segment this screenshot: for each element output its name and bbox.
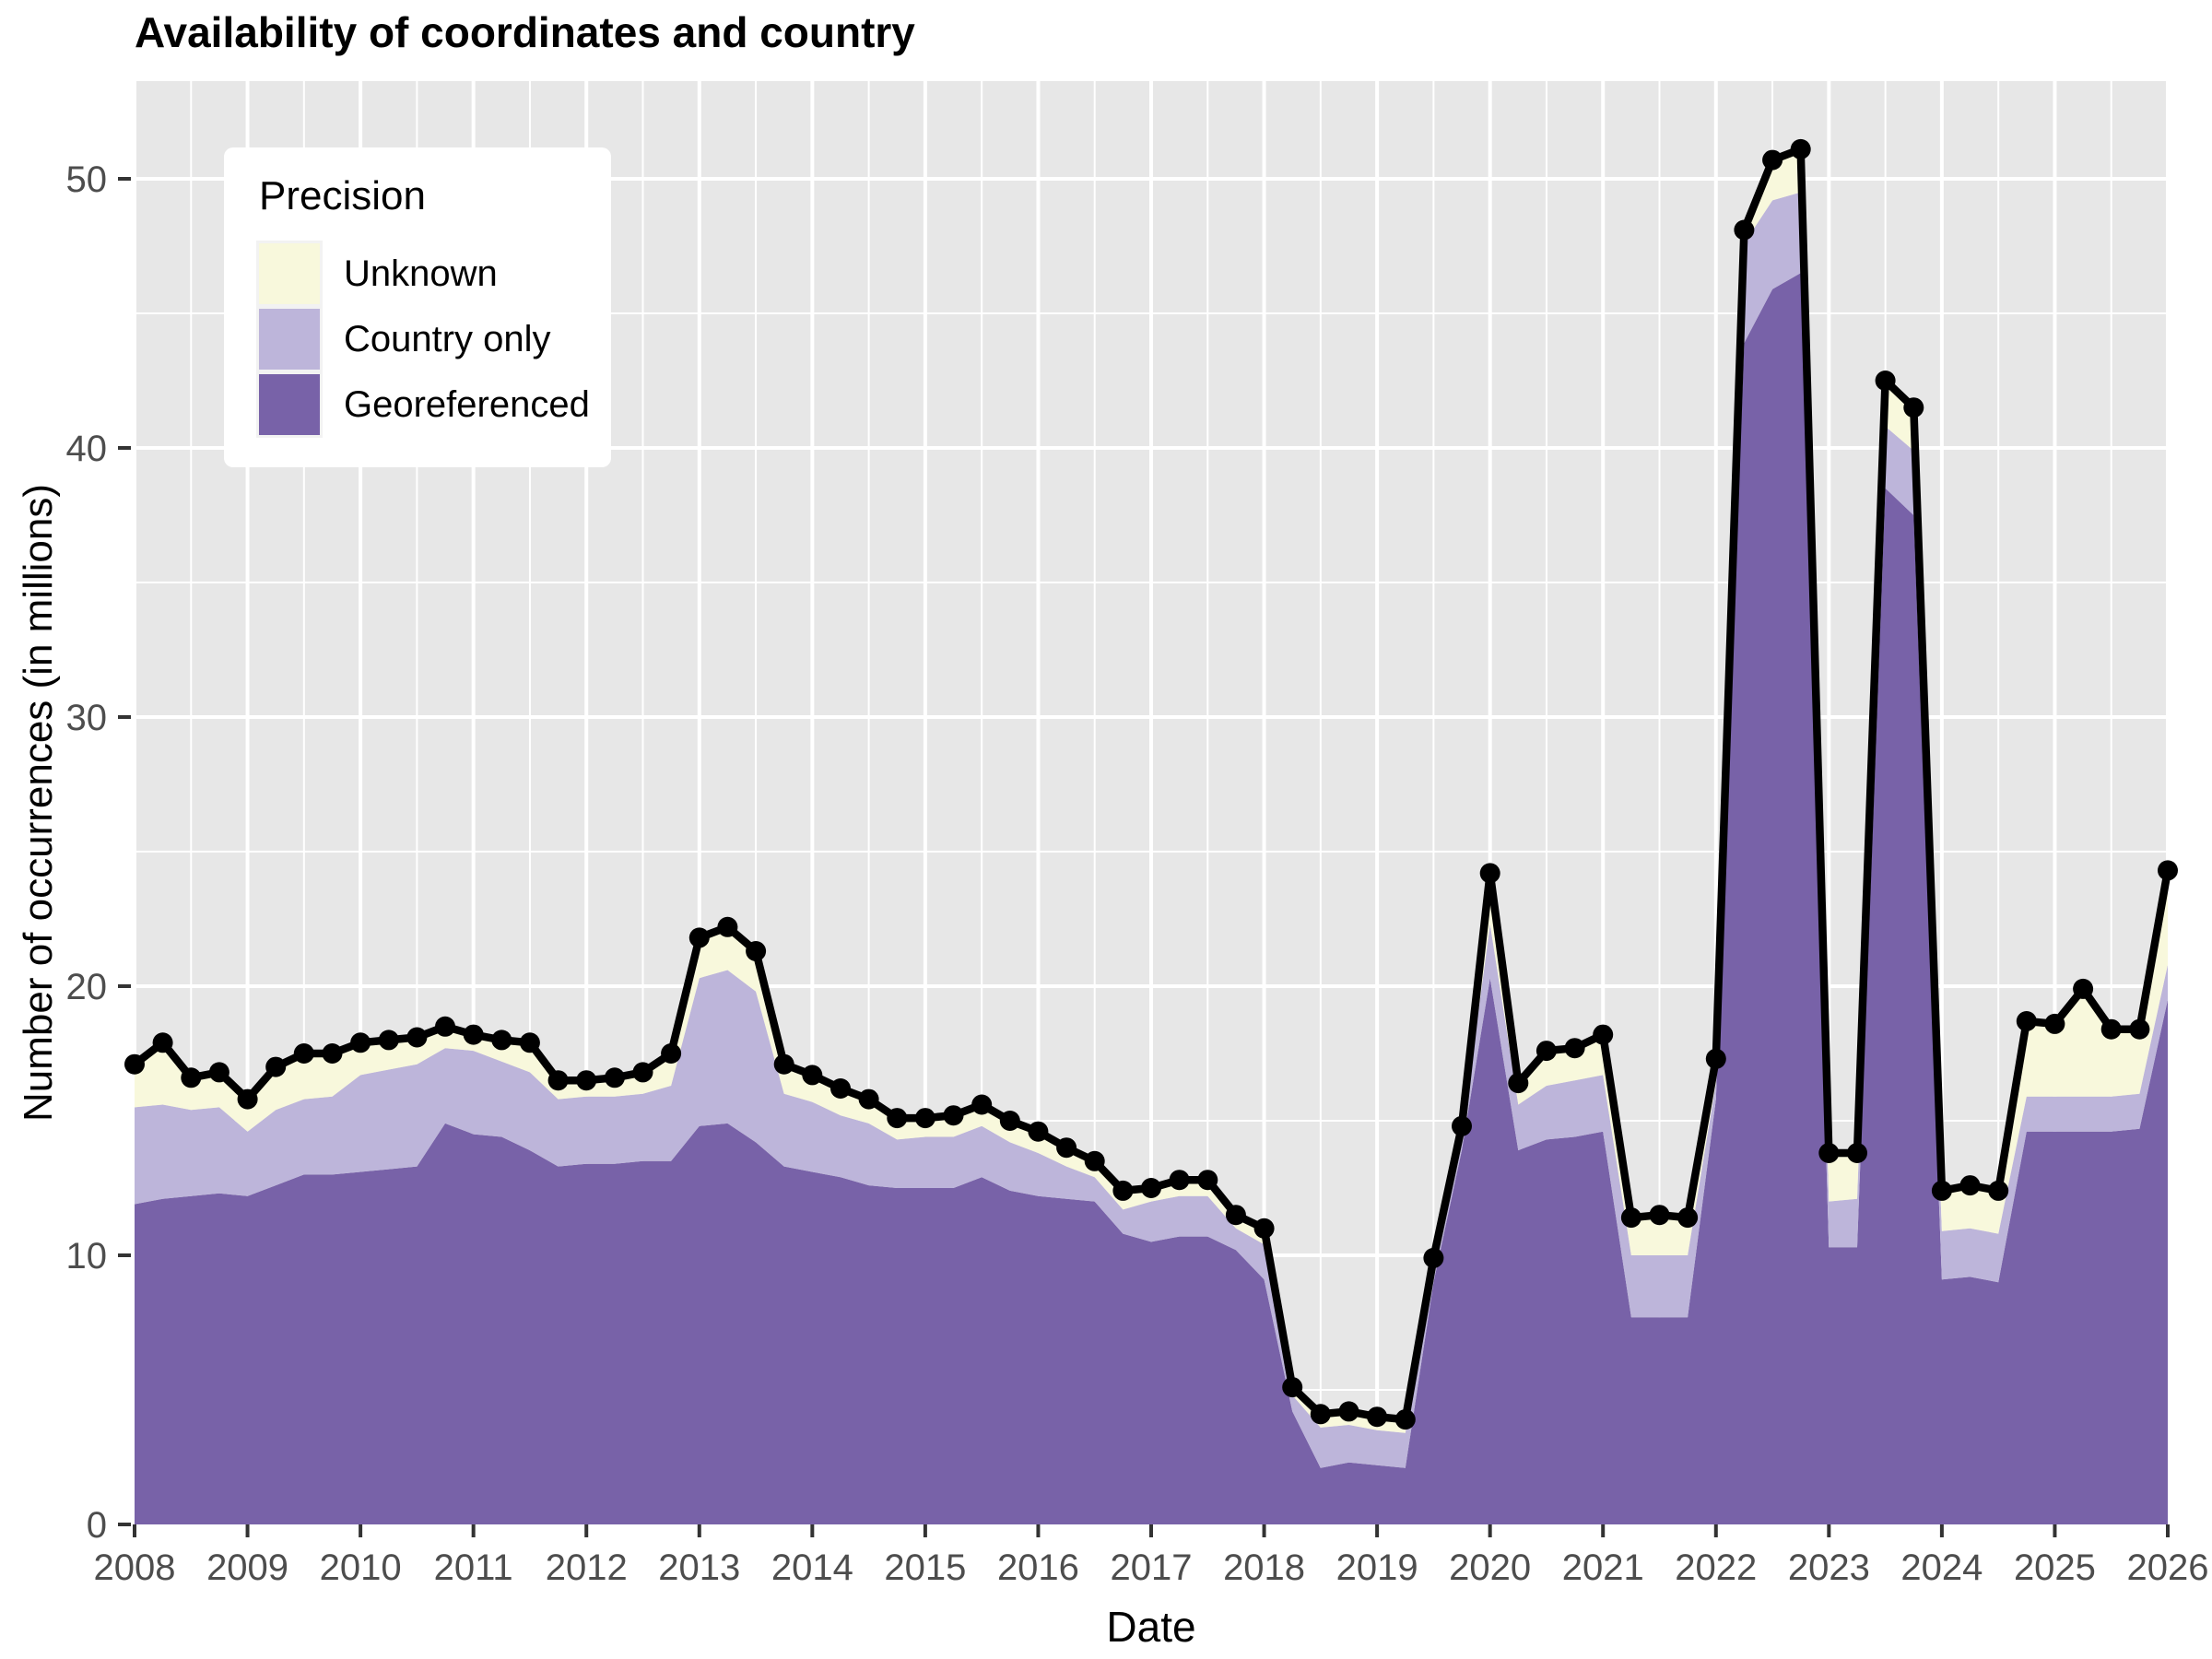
legend: Precision Unknown Country only Georefere… xyxy=(224,147,611,467)
legend-title: Precision xyxy=(259,173,426,218)
svg-text:2024: 2024 xyxy=(1900,1547,1983,1588)
svg-text:2020: 2020 xyxy=(1449,1547,1531,1588)
legend-item-label: Unknown xyxy=(344,253,498,294)
georeferenced-swatch-icon xyxy=(256,371,323,438)
chart-title: Availability of coordinates and country xyxy=(135,8,915,56)
svg-text:30: 30 xyxy=(66,698,108,738)
unknown-swatch-icon xyxy=(256,241,323,307)
svg-text:0: 0 xyxy=(87,1505,107,1546)
legend-item: Unknown xyxy=(256,241,611,307)
svg-text:40: 40 xyxy=(66,429,108,469)
svg-text:2011: 2011 xyxy=(434,1547,513,1588)
svg-text:2022: 2022 xyxy=(1675,1547,1757,1588)
legend-item: Country only xyxy=(256,306,611,372)
svg-text:2014: 2014 xyxy=(771,1547,853,1588)
svg-text:2025: 2025 xyxy=(2014,1547,2096,1588)
svg-text:10: 10 xyxy=(66,1236,108,1277)
svg-text:20: 20 xyxy=(66,967,108,1007)
svg-text:2023: 2023 xyxy=(1788,1547,1870,1588)
legend-item-label: Georeferenced xyxy=(344,383,590,425)
svg-text:2026: 2026 xyxy=(2127,1547,2209,1588)
svg-text:2012: 2012 xyxy=(546,1547,628,1588)
svg-text:2008: 2008 xyxy=(94,1547,176,1588)
x-axis-title: Date xyxy=(1106,1603,1196,1651)
svg-text:2015: 2015 xyxy=(884,1547,966,1588)
svg-text:2021: 2021 xyxy=(1562,1547,1644,1588)
svg-text:2019: 2019 xyxy=(1336,1547,1418,1588)
legend-item-label: Country only xyxy=(344,318,551,359)
svg-text:2016: 2016 xyxy=(997,1547,1079,1588)
svg-text:50: 50 xyxy=(66,159,108,200)
svg-text:2009: 2009 xyxy=(206,1547,288,1588)
svg-text:2017: 2017 xyxy=(1111,1547,1193,1588)
country-only-swatch-icon xyxy=(256,306,323,372)
legend-item: Georeferenced xyxy=(256,371,611,438)
svg-text:2018: 2018 xyxy=(1223,1547,1305,1588)
svg-text:2013: 2013 xyxy=(658,1547,740,1588)
svg-text:2010: 2010 xyxy=(320,1547,402,1588)
